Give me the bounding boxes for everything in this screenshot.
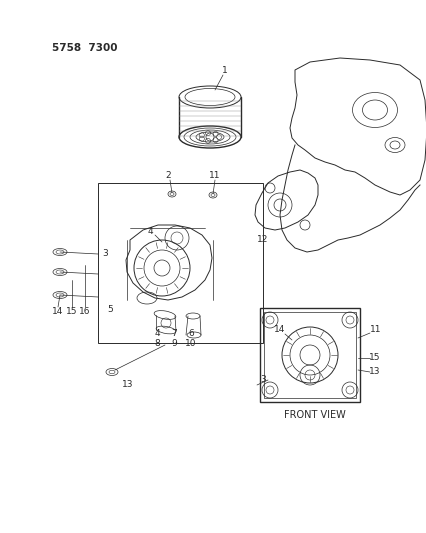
Text: 6: 6 [188,329,193,338]
Text: 3: 3 [259,376,265,384]
Text: 8: 8 [154,340,159,349]
Text: 15: 15 [66,308,78,317]
Text: 4: 4 [154,329,159,338]
Text: 4: 4 [147,228,153,237]
Text: 14: 14 [273,326,285,335]
Text: 14: 14 [52,308,63,317]
Text: 11: 11 [369,326,381,335]
Text: 5758  7300: 5758 7300 [52,43,117,53]
Text: 12: 12 [257,236,268,245]
Text: 15: 15 [368,353,380,362]
Text: FRONT VIEW: FRONT VIEW [283,410,345,420]
Text: 3: 3 [102,248,108,257]
Text: 16: 16 [79,308,91,317]
Bar [263,311,355,399]
Bar [259,308,359,402]
Text: 7: 7 [171,329,176,338]
Text: 10: 10 [185,340,196,349]
Text: 11: 11 [209,171,220,180]
Text: 1: 1 [222,66,227,75]
Bar [98,183,262,343]
Text: 9: 9 [171,340,176,349]
Text: 13: 13 [368,367,380,376]
Text: 5: 5 [107,305,112,314]
Text: 2: 2 [165,171,170,180]
Text: 13: 13 [122,381,133,390]
